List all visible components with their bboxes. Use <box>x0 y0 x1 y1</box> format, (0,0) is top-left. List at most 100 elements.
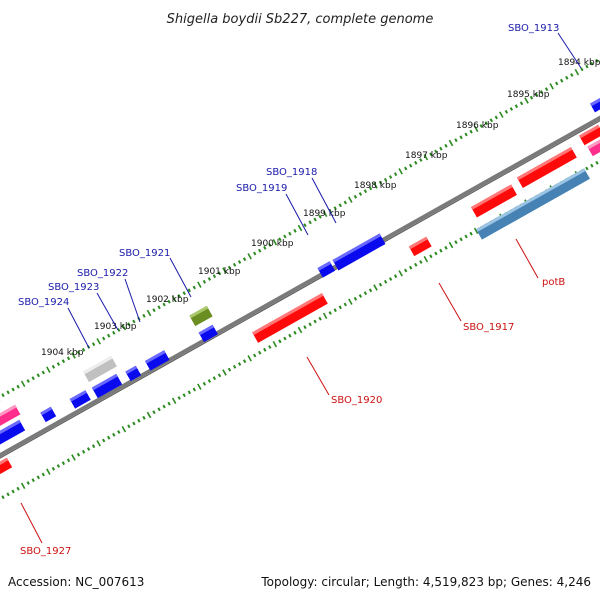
gene-block[interactable] <box>91 373 123 399</box>
major-tick <box>222 267 227 274</box>
minor-tick <box>409 265 413 270</box>
minor-tick <box>519 101 524 106</box>
gene-block[interactable] <box>317 261 336 278</box>
gene-block[interactable] <box>516 147 577 188</box>
minor-tick <box>242 359 247 364</box>
gene-block[interactable] <box>0 457 13 476</box>
minor-tick <box>439 146 443 151</box>
major-tick <box>222 369 227 376</box>
minor-tick <box>343 200 347 205</box>
minor-tick <box>268 345 272 349</box>
gene-label[interactable]: SBO_1917 <box>463 322 514 333</box>
gene-block[interactable] <box>189 305 213 327</box>
minor-tick <box>308 322 312 327</box>
accession-text: Accession: NC_007613 <box>8 575 144 589</box>
minor-tick <box>263 245 267 250</box>
gene-label[interactable]: potB <box>542 277 565 288</box>
major-tick <box>448 139 454 147</box>
major-tick <box>247 253 252 260</box>
minor-tick <box>419 158 423 162</box>
minor-tick <box>142 313 146 318</box>
gene-block[interactable] <box>476 168 590 240</box>
minor-tick <box>318 214 322 219</box>
minor-tick <box>142 415 146 420</box>
gene-label[interactable]: SBO_1920 <box>331 395 382 406</box>
minor-tick <box>303 325 307 330</box>
minor-tick <box>66 458 71 463</box>
minor-tick <box>278 237 282 242</box>
minor-tick <box>212 274 217 279</box>
minor-tick <box>187 390 191 395</box>
gene-label[interactable]: SBO_1919 <box>236 183 287 194</box>
gene-label[interactable]: SBO_1927 <box>20 546 71 557</box>
minor-tick <box>268 243 272 247</box>
major-tick <box>171 295 177 302</box>
gene-label[interactable]: SBO_1922 <box>77 268 128 279</box>
minor-tick <box>484 121 488 126</box>
minor-tick <box>570 73 574 77</box>
minor-tick <box>313 217 317 222</box>
map-title: Shigella boydii Sb227, complete genome <box>167 12 434 27</box>
minor-tick <box>308 220 312 225</box>
gene-label[interactable]: SBO_1921 <box>119 248 170 259</box>
major-tick <box>348 298 353 305</box>
gene-block[interactable] <box>125 365 142 382</box>
minor-tick <box>404 166 408 171</box>
minor-tick <box>253 251 257 256</box>
gene-block[interactable] <box>40 406 57 423</box>
label-leaders <box>20 32 582 544</box>
gene-label[interactable]: SBO_1918 <box>266 167 317 178</box>
minor-tick <box>353 194 358 199</box>
minor-tick <box>383 177 388 182</box>
minor-tick <box>544 87 549 92</box>
minor-tick <box>31 376 35 381</box>
minor-tick <box>595 58 599 63</box>
minor-tick <box>212 376 217 381</box>
major-tick <box>197 281 202 288</box>
minor-tick <box>237 362 242 366</box>
minor-tick <box>303 223 307 228</box>
minor-tick <box>31 478 35 483</box>
gene-block[interactable] <box>252 293 328 343</box>
major-tick <box>297 326 303 334</box>
gene-block[interactable] <box>587 137 600 157</box>
minor-tick <box>595 160 599 165</box>
kbp-label: 1896 kbp <box>456 121 499 131</box>
minor-tick <box>539 90 544 94</box>
gene-block[interactable] <box>579 124 600 146</box>
minor-tick <box>91 444 96 449</box>
gene-block[interactable] <box>198 324 218 343</box>
gene-block[interactable] <box>590 96 600 113</box>
minor-tick <box>1 393 5 398</box>
gene-block[interactable] <box>0 404 21 428</box>
minor-tick <box>464 132 468 137</box>
kbp-label: 1894 kbp <box>558 58 600 68</box>
minor-tick <box>192 387 196 392</box>
minor-tick <box>112 432 116 437</box>
gene-block[interactable] <box>471 184 517 218</box>
gene-label[interactable]: SBO_1923 <box>48 282 99 293</box>
gene-block[interactable] <box>69 390 91 409</box>
gene-block[interactable] <box>83 355 117 383</box>
major-tick <box>96 440 101 447</box>
minor-tick <box>419 260 423 264</box>
genome-backbone <box>0 115 600 459</box>
minor-tick <box>91 342 96 347</box>
gene-block[interactable] <box>332 233 386 271</box>
minor-tick <box>6 390 10 395</box>
gene-block[interactable] <box>144 350 170 371</box>
major-tick <box>423 256 429 263</box>
minor-tick <box>61 359 66 364</box>
gene-block[interactable] <box>0 419 26 446</box>
minor-tick <box>117 430 121 434</box>
gene-label[interactable]: SBO_1913 <box>508 23 559 34</box>
minor-tick <box>459 135 463 140</box>
minor-tick <box>187 288 191 293</box>
minor-tick <box>444 143 448 148</box>
minor-tick <box>227 265 232 270</box>
minor-tick <box>6 492 10 497</box>
gene-label[interactable]: SBO_1924 <box>18 297 69 308</box>
major-tick <box>121 426 127 433</box>
kbp-labels: 1894 kbp 1895 kbp 1896 kbp 1897 kbp 1898… <box>41 58 600 358</box>
gene-block[interactable] <box>408 236 432 257</box>
